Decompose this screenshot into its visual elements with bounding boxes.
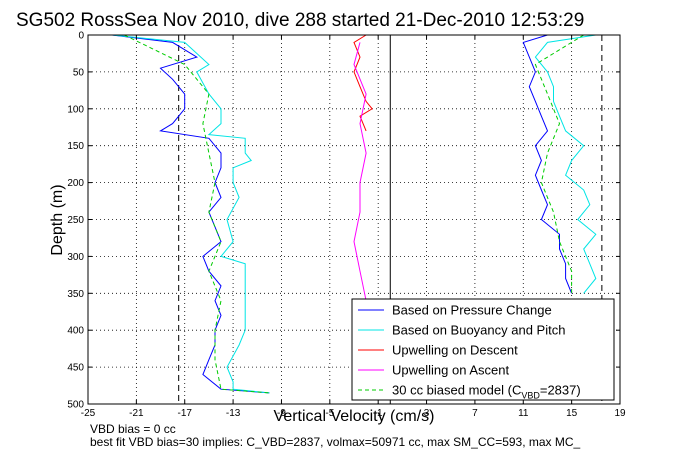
- y-axis-label: Depth (m): [49, 184, 66, 255]
- legend-box: [351, 298, 615, 401]
- series-line-2: [534, 34, 597, 294]
- x-tick-label: 7: [472, 408, 478, 419]
- y-tick-label: 150: [67, 141, 84, 152]
- x-tick-label: -17: [178, 408, 193, 419]
- y-tick-label: 50: [73, 67, 85, 78]
- footer-line-2: best fit VBD bias=30 implies: C_VBD=2837…: [90, 435, 581, 449]
- x-tick-label: 3: [424, 408, 430, 419]
- x-ticks: -25 -21 -17 -13 -9 -5 -1 3 7 11 15 19: [81, 35, 626, 419]
- y-tick-label: 450: [67, 363, 84, 374]
- legend-label: Based on Pressure Change: [392, 303, 552, 318]
- series-lines: [112, 34, 597, 394]
- series-line-2: [112, 34, 270, 394]
- y-tick-label: 250: [67, 215, 84, 226]
- series-line-5: [124, 34, 270, 394]
- series-line-4: [353, 42, 367, 301]
- legend-label: Upwelling on Ascent: [392, 363, 509, 378]
- legend-label: Based on Buoyancy and Pitch: [392, 323, 565, 338]
- y-tick-label: 0: [78, 31, 84, 42]
- x-tick-label: -21: [129, 408, 144, 419]
- series-line-5: [534, 34, 584, 294]
- legend: Based on Pressure Change Based on Buoyanc…: [351, 298, 615, 401]
- x-tick-label: 11: [518, 408, 529, 419]
- y-tick-label: 500: [67, 400, 84, 411]
- x-tick-label: -5: [325, 408, 334, 419]
- y-tick-label: 350: [67, 289, 84, 300]
- y-tick-label: 200: [67, 178, 84, 189]
- x-tick-label: -13: [226, 408, 241, 419]
- x-axis-label: Vertical Velocity (cm/s): [274, 408, 435, 425]
- y-tick-label: 100: [67, 104, 84, 115]
- series-line-3: [353, 34, 373, 132]
- x-tick-label: -9: [277, 408, 286, 419]
- grid-lines: [88, 35, 620, 404]
- y-tick-label: 300: [67, 252, 84, 263]
- x-tick-label: -25: [81, 408, 96, 419]
- chart-title: SG502 RossSea Nov 2010, dive 288 started…: [16, 10, 584, 31]
- series-line-1: [522, 34, 573, 294]
- x-tick-label: -1: [374, 408, 383, 419]
- x-tick-label: 19: [614, 408, 626, 419]
- y-tick-label: 400: [67, 326, 84, 337]
- y-ticks: 0 50 100 150 200 250 300 350 400 450 500: [67, 31, 620, 411]
- legend-label: Upwelling on Descent: [392, 343, 518, 358]
- footer-line-1: VBD bias = 0 cc: [90, 422, 176, 436]
- x-tick-label: 15: [566, 408, 578, 419]
